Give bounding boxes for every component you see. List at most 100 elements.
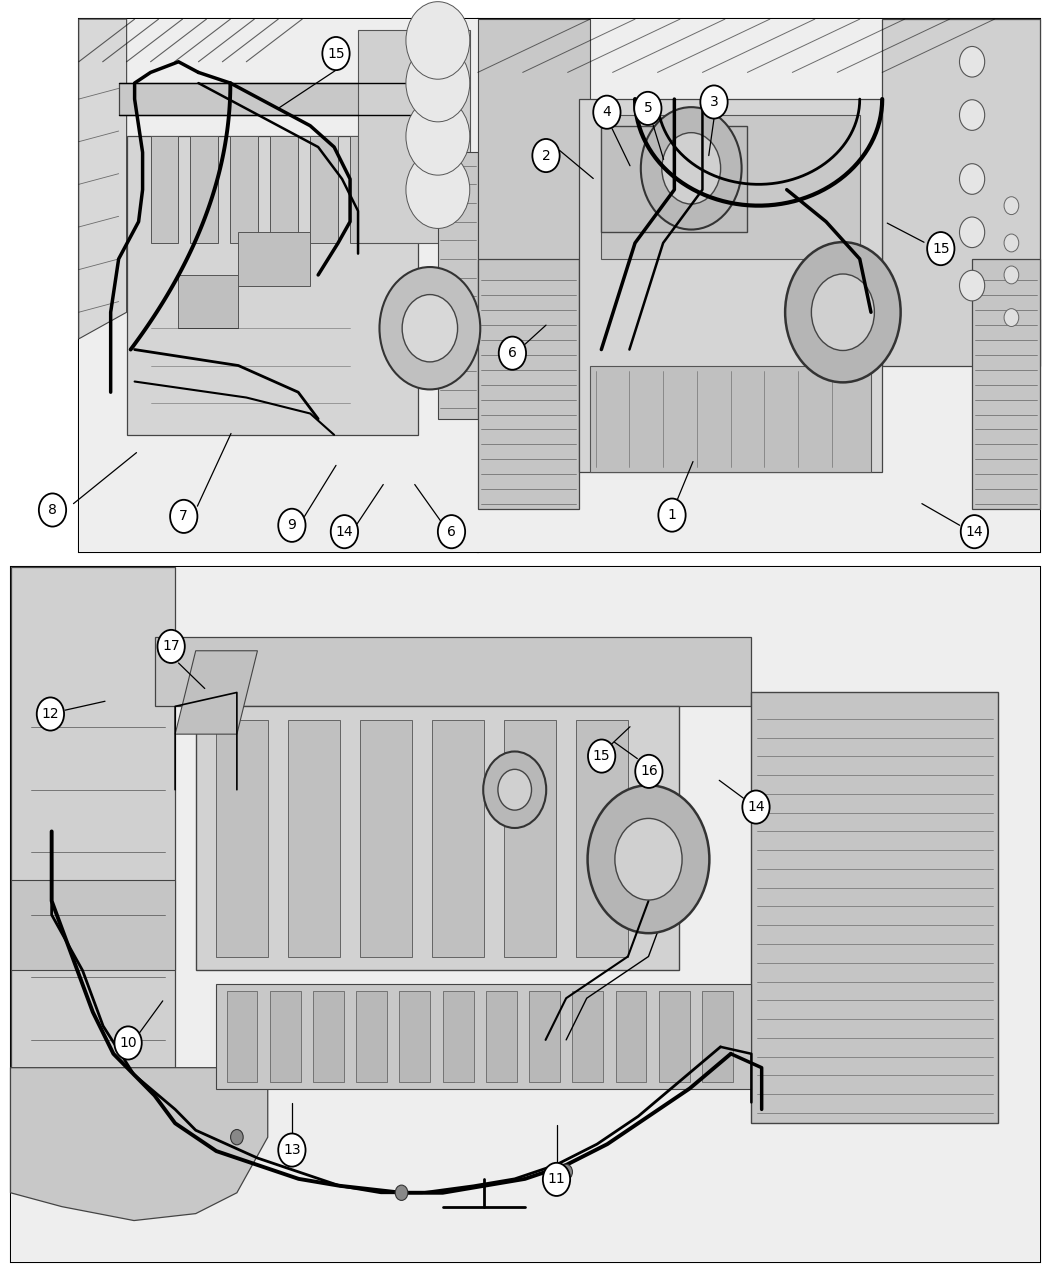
Circle shape [1004,266,1018,284]
Polygon shape [119,83,446,115]
Circle shape [588,740,615,773]
Text: 5: 5 [644,102,652,115]
Text: 12: 12 [42,708,59,720]
Circle shape [960,163,985,194]
Circle shape [615,819,682,900]
Polygon shape [702,991,733,1081]
Polygon shape [10,1067,268,1220]
Circle shape [395,1186,407,1201]
Circle shape [927,232,954,265]
Circle shape [406,1,469,79]
Circle shape [278,509,306,542]
Text: 1: 1 [668,509,676,521]
Circle shape [700,85,728,119]
Polygon shape [576,720,628,956]
Bar [79,19,478,552]
Text: 9: 9 [288,519,296,532]
Circle shape [1004,235,1018,252]
Text: 6: 6 [447,525,456,538]
Circle shape [960,46,985,76]
Circle shape [379,266,480,389]
Circle shape [278,1133,306,1167]
Polygon shape [79,19,127,339]
Circle shape [960,99,985,130]
Text: 3: 3 [710,96,718,108]
Text: 14: 14 [336,525,353,538]
Circle shape [438,515,465,548]
Polygon shape [238,232,310,286]
Text: 16: 16 [640,765,657,778]
Polygon shape [572,991,603,1081]
Polygon shape [216,984,752,1089]
Polygon shape [882,19,1040,366]
Polygon shape [752,692,999,1123]
Circle shape [588,785,710,933]
Circle shape [499,337,526,370]
Circle shape [402,295,458,362]
Polygon shape [356,991,387,1081]
Polygon shape [270,136,298,244]
Bar [478,19,1040,552]
Polygon shape [399,991,430,1081]
Text: 10: 10 [120,1037,136,1049]
Text: 7: 7 [180,510,188,523]
Circle shape [322,37,350,70]
Polygon shape [433,720,484,956]
Text: 14: 14 [966,525,983,538]
Circle shape [331,515,358,548]
Polygon shape [10,567,1040,1262]
Polygon shape [150,136,178,244]
Polygon shape [227,991,257,1081]
Text: 15: 15 [593,750,610,762]
Text: 15: 15 [932,242,949,255]
Circle shape [658,499,686,532]
Polygon shape [10,880,175,970]
Circle shape [635,755,663,788]
Circle shape [532,139,560,172]
Text: 14: 14 [748,801,764,813]
Circle shape [39,493,66,527]
Polygon shape [658,991,690,1081]
Circle shape [170,500,197,533]
Polygon shape [10,567,175,1067]
Circle shape [812,274,875,351]
Polygon shape [178,275,238,328]
Polygon shape [230,136,258,244]
Polygon shape [602,126,748,232]
Polygon shape [190,136,218,244]
Polygon shape [360,720,412,956]
Polygon shape [478,259,579,510]
Circle shape [406,150,469,228]
Circle shape [406,45,469,122]
Text: 2: 2 [542,149,550,162]
Polygon shape [602,115,860,259]
Circle shape [498,769,531,810]
Polygon shape [478,19,590,393]
Polygon shape [443,991,474,1081]
Polygon shape [270,991,300,1081]
Polygon shape [313,991,344,1081]
Polygon shape [590,366,870,472]
Circle shape [1004,309,1018,326]
Circle shape [483,751,546,827]
Circle shape [231,1130,244,1145]
Circle shape [1004,196,1018,214]
Polygon shape [154,636,752,706]
Polygon shape [216,720,268,956]
Polygon shape [310,136,338,244]
Polygon shape [195,706,679,970]
Circle shape [742,790,770,824]
Circle shape [640,107,741,230]
Polygon shape [289,720,340,956]
Polygon shape [972,259,1040,510]
Polygon shape [79,19,478,552]
Polygon shape [615,991,647,1081]
Bar [10,567,1040,1262]
Circle shape [662,133,720,204]
Polygon shape [438,153,478,418]
Text: 11: 11 [548,1173,565,1186]
Text: 8: 8 [48,504,57,516]
Circle shape [543,1163,570,1196]
Text: 13: 13 [284,1144,300,1156]
Polygon shape [127,136,418,435]
